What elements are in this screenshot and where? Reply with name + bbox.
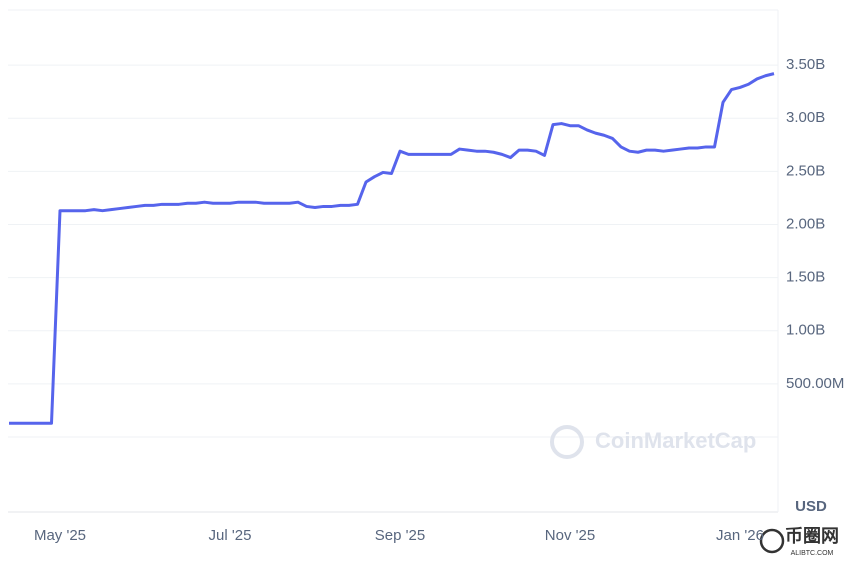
watermark-logo (550, 425, 584, 459)
x-tick-label: Jul '25 (209, 527, 252, 544)
watermark: CoinMarketCap (595, 428, 756, 453)
x-tick-label: Sep '25 (375, 527, 425, 544)
x-tick-label: Jan '26 (716, 527, 764, 544)
line-series (9, 72, 775, 425)
y-tick-label: 2.50B (786, 162, 825, 179)
y-tick-label: 1.00B (786, 322, 825, 339)
x-tick-label: May '25 (34, 527, 86, 544)
y-axis-label: USD (795, 498, 827, 515)
x-tick-label: Nov '25 (545, 527, 595, 544)
site-logo (759, 528, 785, 554)
y-tick-label: 3.50B (786, 56, 825, 73)
y-tick-label: 2.00B (786, 215, 825, 232)
site-mark: 币圈网 (785, 526, 839, 546)
y-tick-label: 500.00M (786, 375, 844, 392)
y-tick-label: 1.50B (786, 269, 825, 286)
site-url: ALIBTC.COM (791, 550, 834, 557)
y-tick-label: 3.00B (786, 109, 825, 126)
